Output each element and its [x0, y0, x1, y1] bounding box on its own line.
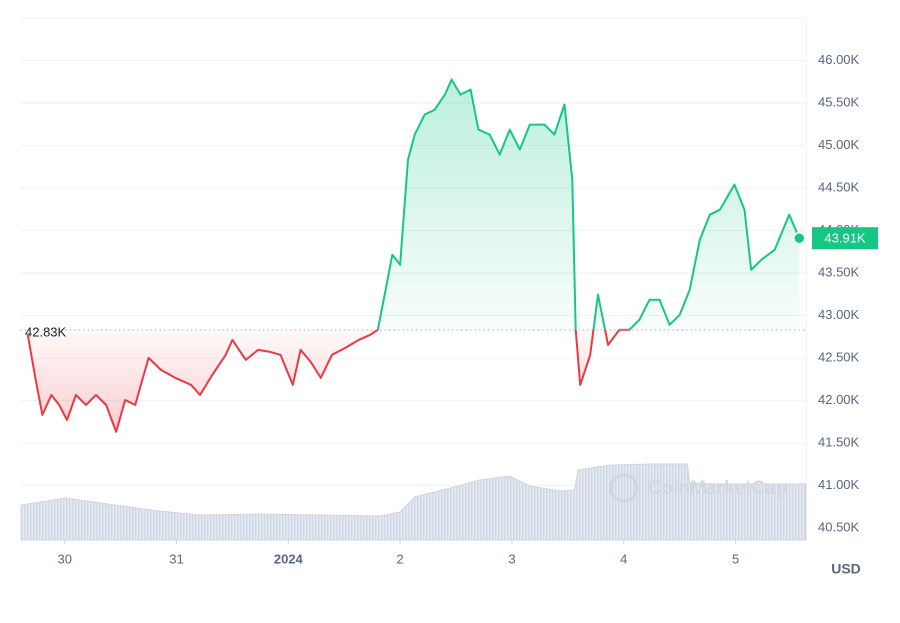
price-line — [26, 78, 801, 433]
y-tick-label: 46.00K — [818, 52, 860, 67]
y-tick-label: 42.50K — [818, 350, 860, 365]
x-tick-label: 31 — [169, 551, 183, 566]
y-tick-label: 40.50K — [818, 520, 860, 535]
x-tick-label: 3 — [508, 551, 515, 566]
y-tick-label: 43.50K — [818, 264, 860, 279]
current-price-label: 43.91K — [824, 231, 866, 246]
axis-unit: USD — [831, 561, 861, 577]
watermark-logo — [609, 473, 639, 503]
x-tick-label: 2024 — [274, 551, 304, 566]
current-price-tag — [812, 227, 878, 250]
x-tick-label: 2 — [397, 551, 404, 566]
volume-area — [20, 463, 807, 541]
x-tick-label: 4 — [620, 551, 627, 566]
baseline-label: 42.83K — [25, 324, 67, 339]
x-tick-label: 5 — [732, 551, 739, 566]
x-tick-label: 30 — [57, 551, 71, 566]
y-tick-label: 42.00K — [818, 392, 860, 407]
y-tick-label: 45.50K — [818, 94, 860, 109]
y-tick-label: 41.50K — [818, 435, 860, 450]
y-tick-label: 43.00K — [818, 307, 860, 322]
current-dot — [793, 231, 806, 245]
y-tick-label: 44.50K — [818, 179, 860, 194]
watermark: CoinMarketCap — [648, 478, 787, 499]
y-tick-label: 45.00K — [818, 137, 860, 152]
y-tick-label: 41.00K — [818, 477, 860, 492]
price-area — [27, 79, 800, 432]
